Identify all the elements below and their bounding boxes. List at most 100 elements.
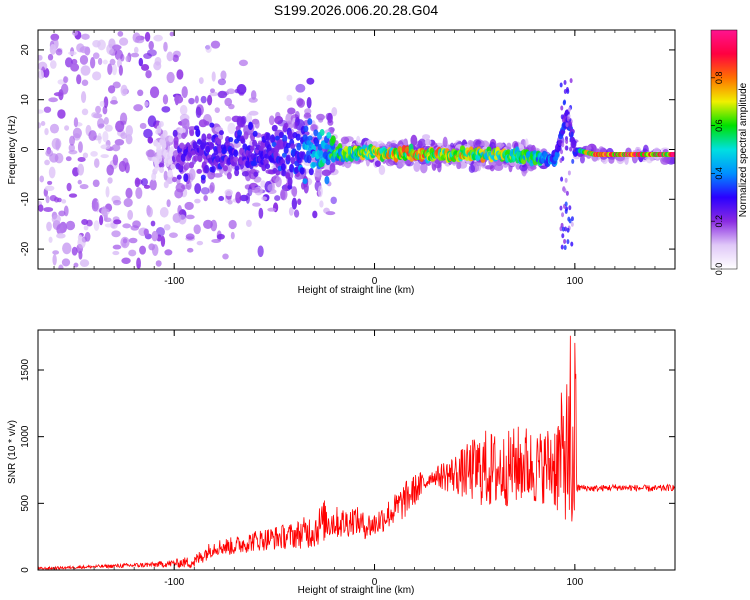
heatmap-cell [199,149,205,155]
heatmap-cell [247,186,253,197]
heatmap-cell [248,97,258,103]
y-tick-label: -20 [20,241,31,256]
heatmap-cell [281,169,287,177]
heatmap-cell [299,167,305,175]
heatmap-cell [570,221,574,227]
heatmap-cell [151,244,159,256]
heatmap-cell [307,135,313,141]
heatmap-cell [159,167,165,174]
heatmap-cell [210,40,221,49]
heatmap-cell [38,69,45,80]
heatmap-cell [149,179,157,191]
y-tick-label: 500 [20,495,31,512]
heatmap-cell [147,49,157,57]
heatmap-cell [112,250,120,256]
heatmap-cell [481,160,487,169]
heatmap-cell [566,227,570,233]
heatmap-cell [181,132,187,139]
heatmap-cell [287,130,293,140]
heatmap-cell [168,135,174,143]
heatmap-cell [226,88,236,95]
heatmap-cell [92,179,100,188]
heatmap-cell [285,154,291,162]
heatmap-cell [125,55,131,63]
heatmap-cell [77,179,82,185]
heatmap-cell [121,257,131,264]
heatmap-cell [468,164,476,174]
heatmap-cell [257,245,264,258]
heatmap-cell [267,207,277,212]
heatmap-cell [624,154,629,165]
heatmap-cell [103,117,109,125]
heatmap-cell [117,31,124,37]
heatmap-cell [564,201,568,207]
heatmap-cell [200,174,206,181]
heatmap-cell [258,207,264,219]
heatmap-cell [505,149,511,156]
heatmap-cell [40,120,46,127]
heatmap-cell [327,119,334,126]
heatmap-cell [61,258,71,267]
heatmap-cell [167,169,173,178]
heatmap-cell [166,199,171,208]
heatmap-cell [315,166,322,178]
heatmap-cell [203,195,208,202]
heatmap-cell [274,135,280,141]
heatmap-cell [93,220,100,231]
heatmap-cell [112,81,121,89]
heatmap-cell [197,155,203,163]
heatmap-cell [83,225,89,231]
heatmap-cell [146,205,151,216]
snr-y-axis-label: SNR (10 * v/v) [7,420,18,484]
heatmap-cell [489,141,496,150]
heatmap-cell [38,54,43,61]
heatmap-cell [565,87,569,93]
heatmap-cell [556,145,562,152]
x-tick-label: 0 [372,276,378,287]
heatmap-cell [214,107,220,114]
heatmap-cell [254,119,260,129]
heatmap-cell [317,185,323,198]
heatmap-cell [201,133,207,142]
heatmap-cell [99,215,104,226]
heatmap-cell [106,164,114,176]
heatmap-cell [133,46,139,54]
heatmap-cell [205,44,212,53]
heatmap-cell [233,149,239,157]
heatmap-cell [198,77,204,85]
heatmap-cell [209,91,219,97]
heatmap-cell [204,164,210,174]
heatmap-cell [104,223,113,228]
heatmap-cell [189,161,195,169]
heatmap-cell [61,199,67,204]
heatmap-cell [404,159,412,165]
heatmap-cell [253,171,259,177]
heatmap-cell [287,177,293,186]
heatmap-cell [293,121,298,130]
heatmap-cell [416,140,423,148]
heatmap-cell [213,149,219,156]
heatmap-cell [57,109,66,119]
heatmap-cell [79,184,89,190]
heatmap-cell [290,156,296,165]
heatmap-cell [287,184,293,190]
heatmap-cell [275,176,282,188]
heatmap-cell [295,83,306,93]
heatmap-cell [246,219,252,228]
heatmap-cell [62,242,72,255]
heatmap-cell [207,19,215,26]
y-tick-label: 10 [20,94,31,106]
heatmap-cell [166,51,174,62]
y-tick-label: 1500 [20,358,31,381]
heatmap-cell [112,199,122,206]
heatmap-cell [104,124,113,132]
heatmap-cell [196,139,202,145]
heatmap-cell [295,133,301,141]
heatmap-cell [151,230,159,242]
heatmap-cell [49,43,57,55]
heatmap-cell [567,170,571,176]
heatmap-cell [562,186,566,192]
heatmap-cell [136,257,141,269]
heatmap-cell [306,150,312,156]
heatmap-cell [160,235,166,247]
